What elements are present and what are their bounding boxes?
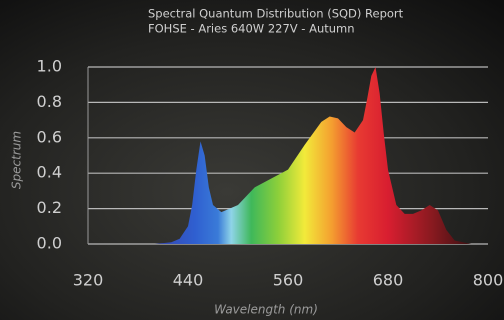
y-tick-label: 0.6 <box>37 127 62 146</box>
x-tick-label: 440 <box>173 271 204 290</box>
x-tick-label: 560 <box>273 271 304 290</box>
y-tick-label: 0.2 <box>37 198 62 217</box>
chart-subtitle: FOHSE - Aries 640W 227V - Autumn <box>148 22 355 36</box>
x-tick-label: 320 <box>73 271 104 290</box>
x-tick-label: 800 <box>473 271 504 290</box>
chart-title: Spectral Quantum Distribution (SQD) Repo… <box>148 7 404 21</box>
y-axis-label: Spectrum <box>10 131 24 189</box>
y-tick-label: 0.8 <box>37 92 62 111</box>
y-tick-label: 0.4 <box>37 163 62 182</box>
spectrum-area <box>138 67 472 244</box>
plot <box>138 67 472 244</box>
y-tick-label: 1.0 <box>37 57 62 76</box>
x-axis-label: Wavelength (nm) <box>214 303 318 317</box>
x-tick-label: 680 <box>373 271 404 290</box>
y-tick-label: 0.0 <box>37 234 62 253</box>
